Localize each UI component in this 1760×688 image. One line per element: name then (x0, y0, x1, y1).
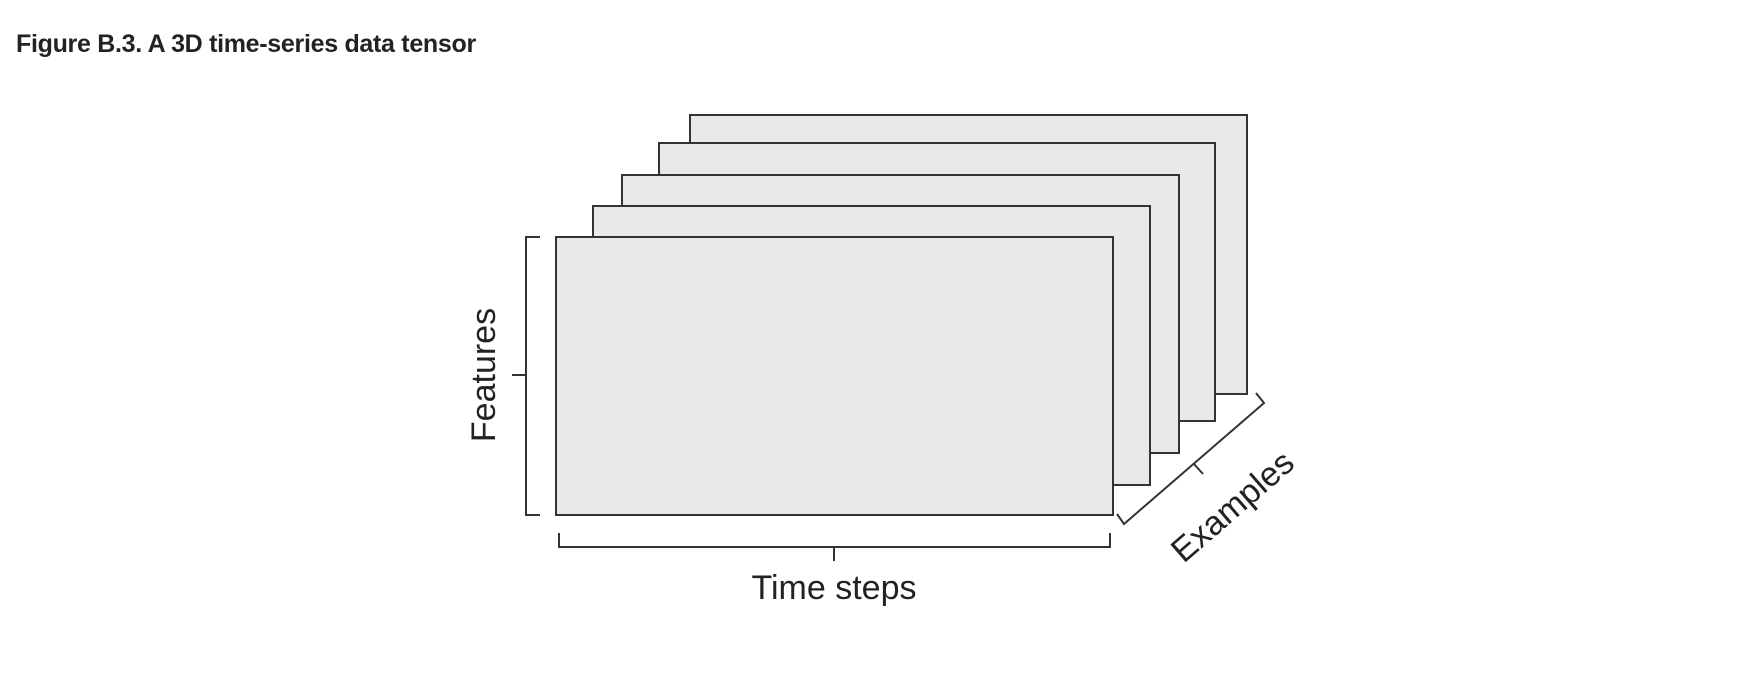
examples-label: Examples (1164, 443, 1302, 570)
examples-bracket (1116, 392, 1266, 526)
features-bracket (512, 236, 540, 516)
time-steps-bracket (558, 533, 1111, 561)
figure-caption: Figure B.3. A 3D time-series data tensor (16, 30, 476, 58)
tensor-frame-1 (555, 236, 1114, 516)
time-steps-label: Time steps (751, 569, 916, 607)
features-label: Features (465, 308, 503, 442)
